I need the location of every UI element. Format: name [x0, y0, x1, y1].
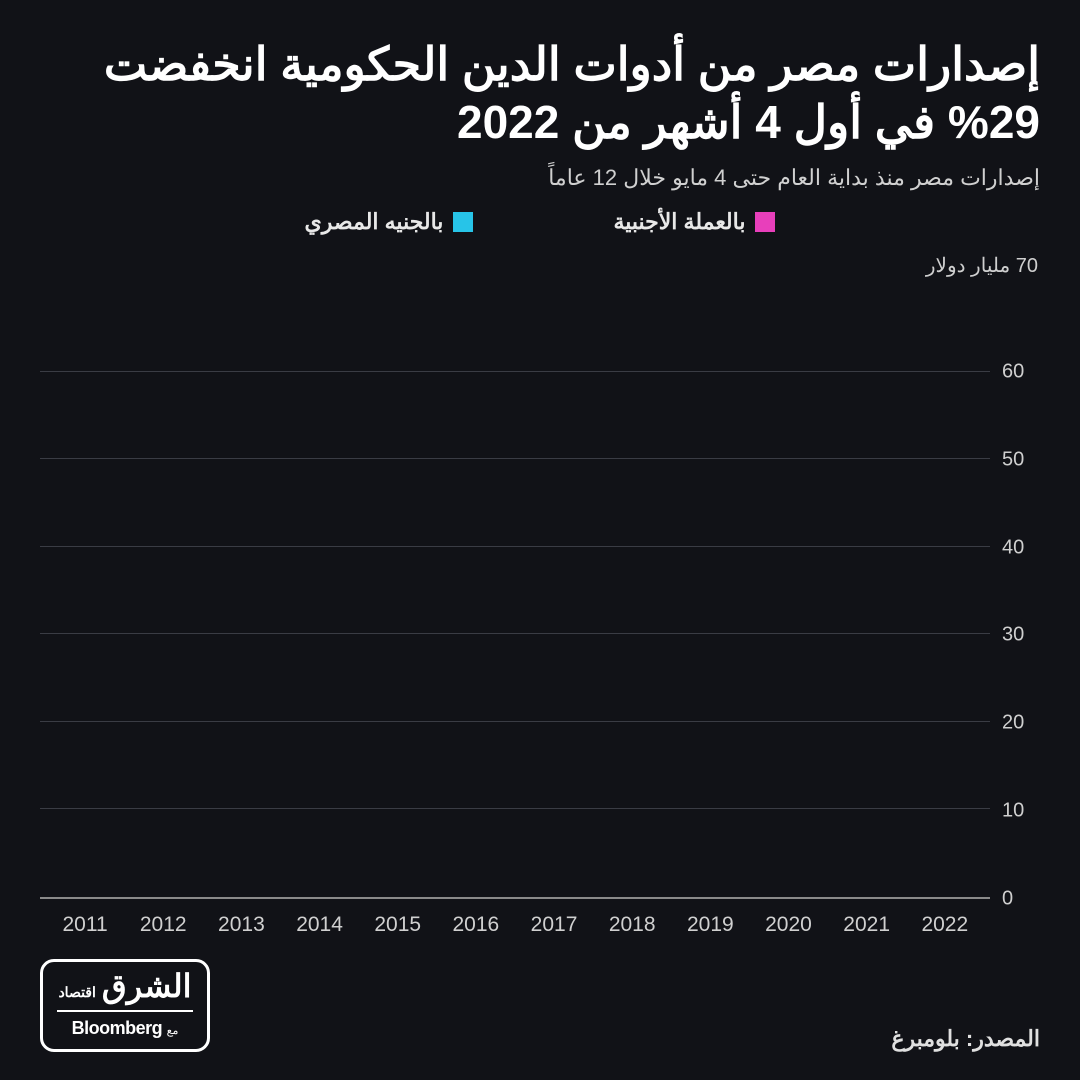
chart-area: 0102030405060: [40, 284, 1040, 899]
y-axis: 0102030405060: [990, 284, 1040, 899]
logo-ar-sub: اقتصاد: [58, 985, 95, 999]
logo-divider: [57, 1010, 193, 1012]
chart-card: إصدارات مصر من أدوات الدين الحكومية انخف…: [0, 0, 1080, 1080]
legend-swatch-egp: [453, 212, 473, 232]
x-axis: 2011 2012 2013 2014 2015 2016 2017 2018 2019 2020…: [40, 899, 990, 937]
gridline: [40, 721, 990, 722]
x-tick-label: 2011: [56, 913, 114, 937]
y-tick-label: 60: [992, 360, 1040, 383]
plot-region: [40, 284, 990, 899]
y-tick-label: 50: [992, 448, 1040, 471]
legend-item-egp: بالجنيه المصري: [305, 209, 474, 235]
legend: بالعملة الأجنبية بالجنيه المصري: [40, 209, 1040, 235]
x-tick-label: 2013: [212, 913, 270, 937]
logo-arabic: الشرق اقتصاد: [58, 970, 191, 1002]
legend-label-egp: بالجنيه المصري: [305, 209, 444, 235]
source-attribution: المصدر: بلومبرغ: [891, 1026, 1040, 1052]
gridline: [40, 808, 990, 809]
gridline: [40, 458, 990, 459]
gridline: [40, 546, 990, 547]
legend-swatch-fx: [755, 212, 775, 232]
chart-title: إصدارات مصر من أدوات الدين الحكومية انخف…: [40, 36, 1040, 151]
legend-label-fx: بالعملة الأجنبية: [613, 209, 745, 235]
x-tick-label: 2016: [447, 913, 505, 937]
x-tick-label: 2014: [291, 913, 349, 937]
chart-subtitle: إصدارات مصر منذ بداية العام حتى 4 مايو خ…: [40, 165, 1040, 191]
bars-container: [40, 284, 990, 897]
x-tick-label: 2022: [916, 913, 974, 937]
legend-item-fx: بالعملة الأجنبية: [613, 209, 775, 235]
y-tick-label: 20: [992, 712, 1040, 735]
gridline: [40, 371, 990, 372]
y-axis-unit: 70 مليار دولار: [40, 253, 1040, 278]
x-tick-label: 2015: [369, 913, 427, 937]
y-tick-label: 40: [992, 536, 1040, 559]
y-tick-label: 10: [992, 800, 1040, 823]
logo-english: Bloomberg مع: [72, 1018, 179, 1039]
x-tick-label: 2017: [525, 913, 583, 937]
x-tick-label: 2020: [759, 913, 817, 937]
y-tick-label: 0: [992, 888, 1040, 911]
gridline: [40, 633, 990, 634]
brand-logo: الشرق اقتصاد Bloomberg مع: [40, 959, 210, 1052]
footer: الشرق اقتصاد Bloomberg مع المصدر: بلومبر…: [40, 959, 1040, 1052]
x-tick-label: 2018: [603, 913, 661, 937]
x-tick-label: 2021: [838, 913, 896, 937]
logo-ar-main: الشرق: [102, 970, 192, 1002]
x-tick-label: 2019: [681, 913, 739, 937]
y-tick-label: 30: [992, 624, 1040, 647]
x-tick-label: 2012: [134, 913, 192, 937]
